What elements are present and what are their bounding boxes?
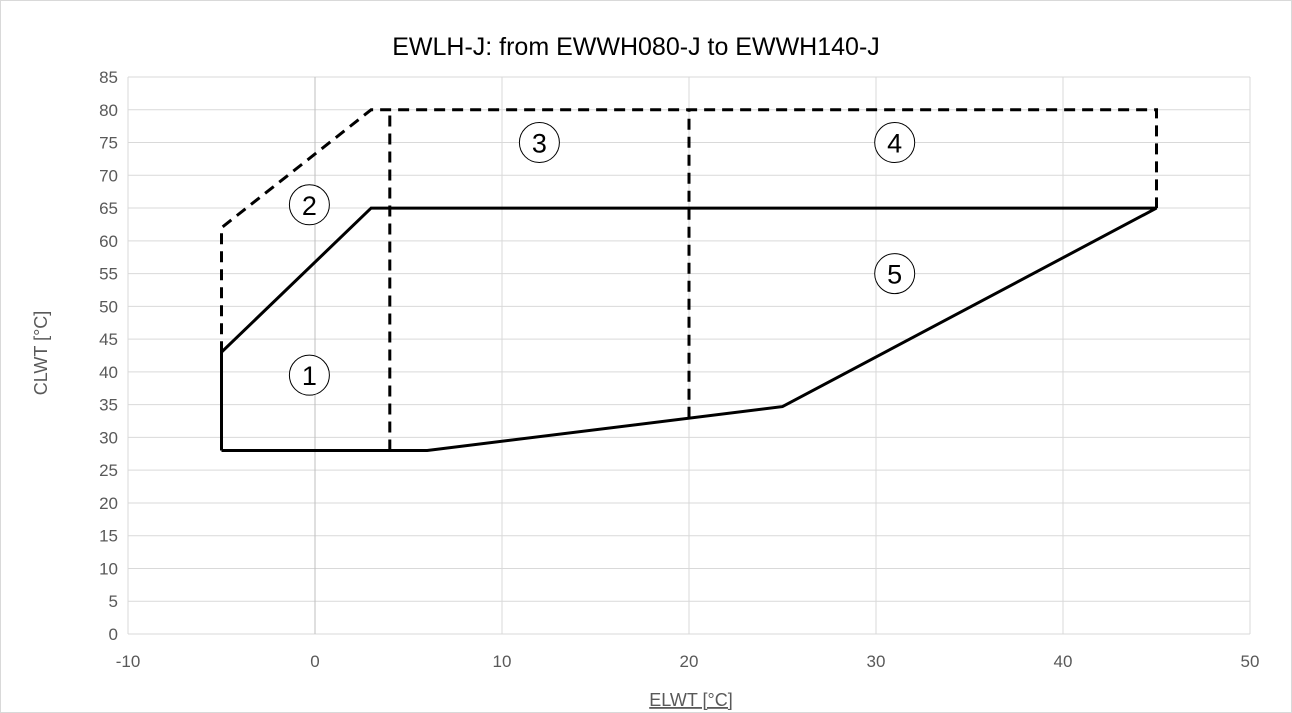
- series-lines: [220, 108, 1158, 452]
- dashed-boundary-line: [220, 108, 1158, 353]
- y-tick-label: 40: [99, 363, 118, 382]
- y-tick-label: 35: [99, 396, 118, 415]
- y-tick-label: 30: [99, 428, 118, 447]
- region-marker-label: 2: [302, 191, 317, 221]
- y-tick-label: 65: [99, 199, 118, 218]
- y-tick-label: 80: [99, 101, 118, 120]
- y-tick-label: 85: [99, 68, 118, 87]
- y-axis-title: CLWT [°C]: [31, 311, 51, 396]
- x-tick-label: 20: [680, 652, 699, 671]
- region-marker-circle: [518, 122, 560, 164]
- x-tick-label: 50: [1241, 652, 1260, 671]
- y-tick-label: 20: [99, 494, 118, 513]
- y-tick-label: 5: [109, 592, 118, 611]
- chart-title: EWLH-J: from EWWH080-J to EWWH140-J: [392, 33, 880, 61]
- y-tick-label: 10: [99, 559, 118, 578]
- y-tick-label: 70: [99, 166, 118, 185]
- y-tick-label: 50: [99, 297, 118, 316]
- y-tick-label: 55: [99, 265, 118, 284]
- region-marker-circle: [288, 354, 330, 396]
- region-marker-label: 1: [302, 361, 317, 391]
- x-axis-title: ELWT [°C]: [649, 690, 733, 710]
- x-tick-label: 30: [867, 652, 886, 671]
- region-marker-label: 4: [887, 129, 902, 159]
- region-marker-label: 3: [532, 129, 547, 159]
- region-marker-label: 5: [887, 260, 902, 290]
- y-tick-label: 25: [99, 461, 118, 480]
- region-marker-circle: [874, 253, 916, 295]
- region-marker-circle: [874, 122, 916, 164]
- x-tick-label: -10: [116, 652, 141, 671]
- y-tick-label: 0: [109, 625, 118, 644]
- y-tick-label: 75: [99, 134, 118, 153]
- y-tick-label: 60: [99, 232, 118, 251]
- region-marker-circle: [288, 184, 330, 226]
- region-markers: 1 2 3 4 5: [288, 122, 916, 396]
- x-tick-label: 10: [493, 652, 512, 671]
- x-tick-label: 40: [1054, 652, 1073, 671]
- y-tick-label: 15: [99, 527, 118, 546]
- x-tick-label: 0: [310, 652, 319, 671]
- y-tick-label: 45: [99, 330, 118, 349]
